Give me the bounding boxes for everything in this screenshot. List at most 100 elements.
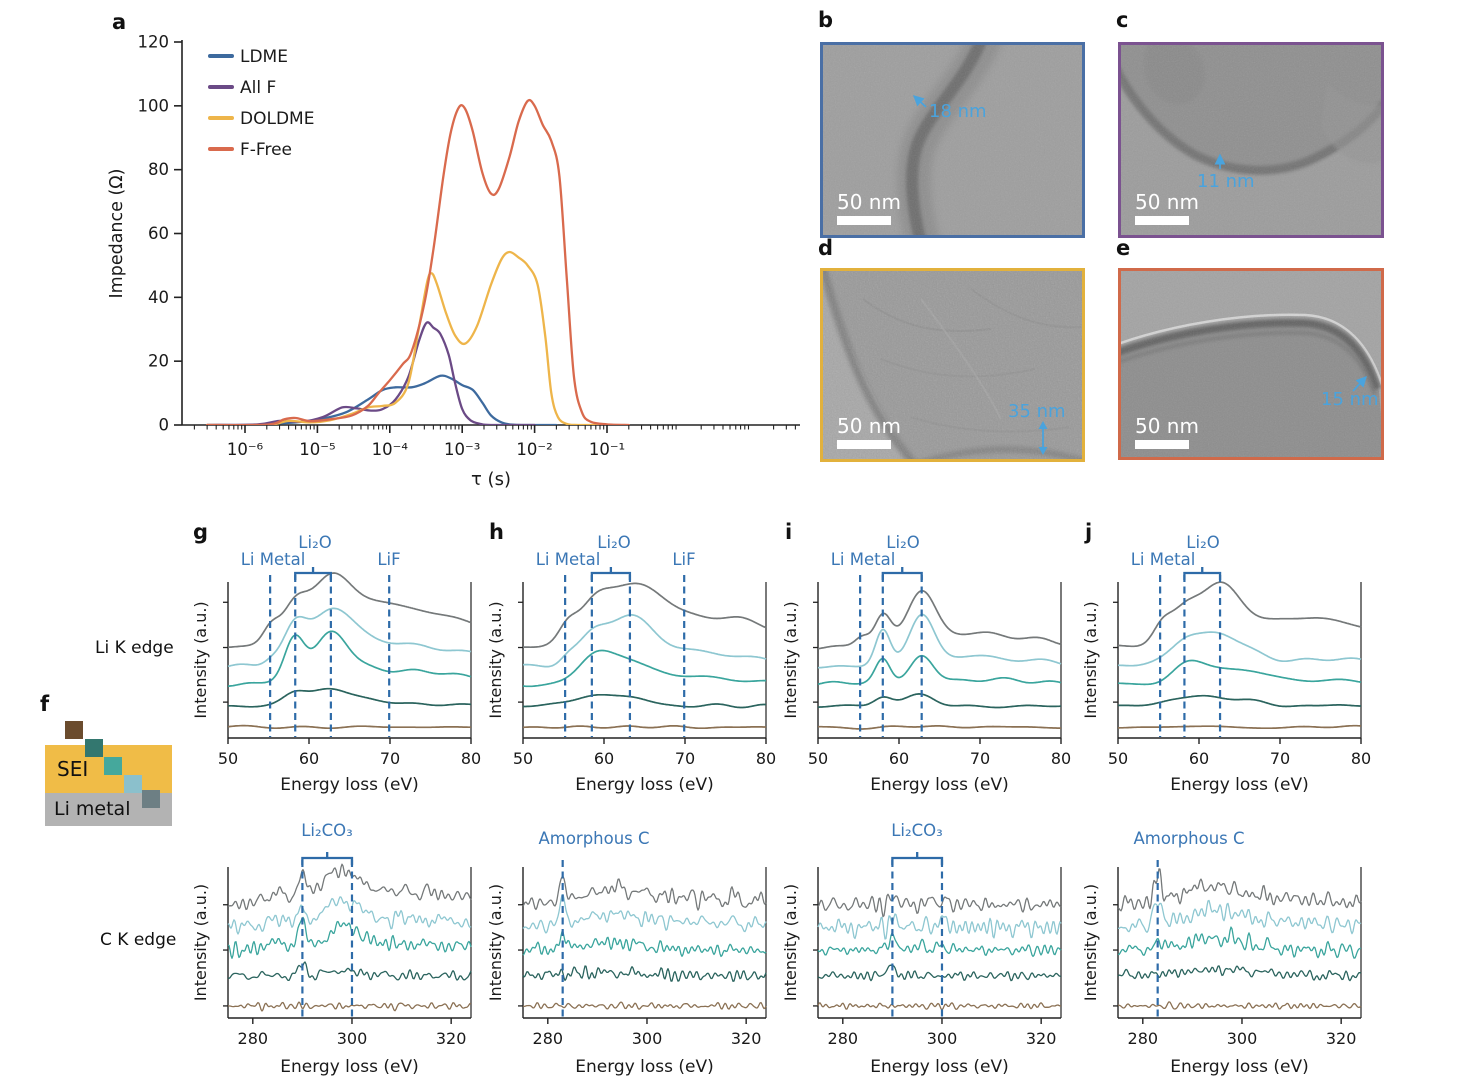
trace-dark-teal xyxy=(1117,965,1362,982)
trace-teal xyxy=(228,630,472,687)
species-annotation: Li Metal xyxy=(536,550,601,569)
trace-teal xyxy=(817,932,1062,958)
trace-light-blue xyxy=(818,613,1062,669)
svg-text:10⁻³: 10⁻³ xyxy=(444,440,480,459)
svg-text:0: 0 xyxy=(159,416,170,435)
li-metal-label: Li metal xyxy=(54,798,131,820)
legend-label: F-Free xyxy=(240,140,292,160)
spectrum-panel-h-li-k: 50 60 70 80 Energy loss (eV) Intensity (a.u.)… xyxy=(486,525,778,800)
species-annotation: Li₂O xyxy=(298,533,331,552)
trace-light-blue xyxy=(1118,631,1362,667)
g-spectrum-svg: 50 60 70 80 Energy loss (eV) Intensity (a.u.)… xyxy=(191,533,481,795)
svg-text:50: 50 xyxy=(513,749,533,768)
svg-text:Intensity (a.u.): Intensity (a.u.) xyxy=(783,601,800,718)
trace-light-blue xyxy=(1117,899,1362,935)
legend-label: LDME xyxy=(240,47,288,67)
arrowhead-down xyxy=(1038,447,1048,455)
thickness-annotation: 35 nm xyxy=(1008,401,1066,422)
depth-marker-5 xyxy=(142,790,160,808)
svg-text:80: 80 xyxy=(756,749,776,768)
svg-text:Intensity (a.u.): Intensity (a.u.) xyxy=(783,884,800,1001)
svg-text:60: 60 xyxy=(299,749,319,768)
svg-text:20: 20 xyxy=(148,352,169,371)
spectrum-panel-j-li-k: 50 60 70 80 Energy loss (eV) Intensity (a.u.)… xyxy=(1081,525,1373,800)
svg-text:300: 300 xyxy=(927,1029,958,1048)
svg-text:80: 80 xyxy=(1051,749,1071,768)
svg-text:70: 70 xyxy=(380,749,400,768)
trace-teal xyxy=(227,916,472,959)
trace-gray xyxy=(522,875,767,911)
image-noise xyxy=(823,271,1082,459)
svg-text:Energy loss (eV): Energy loss (eV) xyxy=(280,1057,419,1077)
trace-dark-teal xyxy=(227,961,472,982)
svg-text:Energy loss (eV): Energy loss (eV) xyxy=(1170,1057,1309,1077)
bracket xyxy=(881,571,923,580)
series-doldme xyxy=(205,250,609,425)
annotation-arrow xyxy=(913,95,927,108)
panel-label-e: e xyxy=(1116,236,1131,260)
trace-brown xyxy=(1117,1001,1362,1010)
series-ldme xyxy=(205,374,558,425)
trace-light-blue xyxy=(817,913,1062,940)
svg-text:10⁻²: 10⁻² xyxy=(516,440,552,459)
trace-gray xyxy=(1117,581,1362,648)
tem-image-d: 35 nm 50 nm xyxy=(820,268,1085,462)
depth-marker-3 xyxy=(104,757,122,775)
svg-text:Energy loss (eV): Energy loss (eV) xyxy=(1170,775,1309,795)
spectrum-panel-i-c-k: 280 300 320 Energy loss (eV) Intensity (a.u.… xyxy=(781,800,1073,1088)
species-annotation: Li Metal xyxy=(1131,550,1196,569)
thickness-annotation: 15 nm xyxy=(1321,389,1379,410)
tem-e-canvas: 15 nm 50 nm xyxy=(1121,271,1381,457)
panel-label-f: f xyxy=(40,692,50,716)
trace-dark-teal xyxy=(522,965,767,982)
depth-marker-1 xyxy=(65,721,83,739)
row-label-c-k-edge: C K edge xyxy=(100,930,177,950)
species-annotation: Li Metal xyxy=(831,550,896,569)
tem-image-b: 18 nm 50 nm xyxy=(820,42,1085,238)
svg-text:Intensity (a.u.): Intensity (a.u.) xyxy=(488,884,505,1001)
trace-brown xyxy=(522,1001,767,1010)
spectrum-panel-g-li-k: 50 60 70 80 Energy loss (eV) Intensity (a.u.)… xyxy=(191,525,483,800)
j2-spectrum-svg: 280 300 320 Energy loss (eV) Intensity (a.u.… xyxy=(1081,829,1362,1077)
svg-text:70: 70 xyxy=(970,749,990,768)
svg-text:70: 70 xyxy=(1270,749,1290,768)
svg-text:60: 60 xyxy=(148,224,169,243)
svg-text:Energy loss (eV): Energy loss (eV) xyxy=(280,775,419,795)
svg-text:120: 120 xyxy=(138,33,170,52)
svg-text:40: 40 xyxy=(148,288,169,307)
species-annotation: Li Metal xyxy=(241,550,306,569)
i-spectrum-svg: 50 60 70 80 Energy loss (eV) Intensity (a.u.)… xyxy=(781,533,1071,795)
svg-text:Intensity (a.u.): Intensity (a.u.) xyxy=(193,884,210,1001)
legend-label: DOLDME xyxy=(240,109,314,129)
trace-gray xyxy=(523,582,767,649)
svg-text:300: 300 xyxy=(632,1029,663,1048)
svg-text:70: 70 xyxy=(675,749,695,768)
svg-text:280: 280 xyxy=(828,1029,859,1048)
trace-dark-teal xyxy=(818,693,1061,709)
trace-brown xyxy=(818,725,1061,730)
species-annotation: Li₂O xyxy=(1186,533,1219,552)
svg-text:Intensity (a.u.): Intensity (a.u.) xyxy=(1083,601,1100,718)
svg-text:50: 50 xyxy=(808,749,828,768)
bracket xyxy=(891,856,944,865)
species-annotation: LiF xyxy=(377,550,400,569)
species-annotation: Amorphous C xyxy=(1133,829,1244,848)
panel-label-j: j xyxy=(1085,520,1093,544)
trace-teal xyxy=(522,931,767,958)
trace-light-blue xyxy=(523,614,767,668)
spectrum-panel-j-c-k: 280 300 320 Energy loss (eV) Intensity (a.u.… xyxy=(1081,800,1373,1088)
svg-text:Impedance (Ω): Impedance (Ω) xyxy=(107,169,127,299)
svg-text:10⁻⁶: 10⁻⁶ xyxy=(227,440,264,459)
scale-bar-label: 50 nm xyxy=(837,414,901,438)
thickness-annotation: 18 nm xyxy=(929,101,987,122)
svg-text:10⁻⁴: 10⁻⁴ xyxy=(372,440,409,459)
svg-text:Intensity (a.u.): Intensity (a.u.) xyxy=(1083,884,1100,1001)
svg-text:300: 300 xyxy=(337,1029,368,1048)
svg-text:280: 280 xyxy=(533,1029,564,1048)
svg-text:320: 320 xyxy=(731,1029,762,1048)
trace-dark-teal xyxy=(523,693,766,709)
spectrum-panel-g-c-k: 280 300 320 Energy loss (eV) Intensity (a.u.… xyxy=(191,800,483,1088)
impedance-chart-svg: 0 20 40 60 80 100 120 10⁻⁶ 10⁻⁵ 10⁻⁴ 10⁻³ 10⁻² 10⁻¹ I… xyxy=(107,33,800,490)
trace-brown xyxy=(523,725,767,730)
row-label-li-k-edge: Li K edge xyxy=(95,638,174,658)
